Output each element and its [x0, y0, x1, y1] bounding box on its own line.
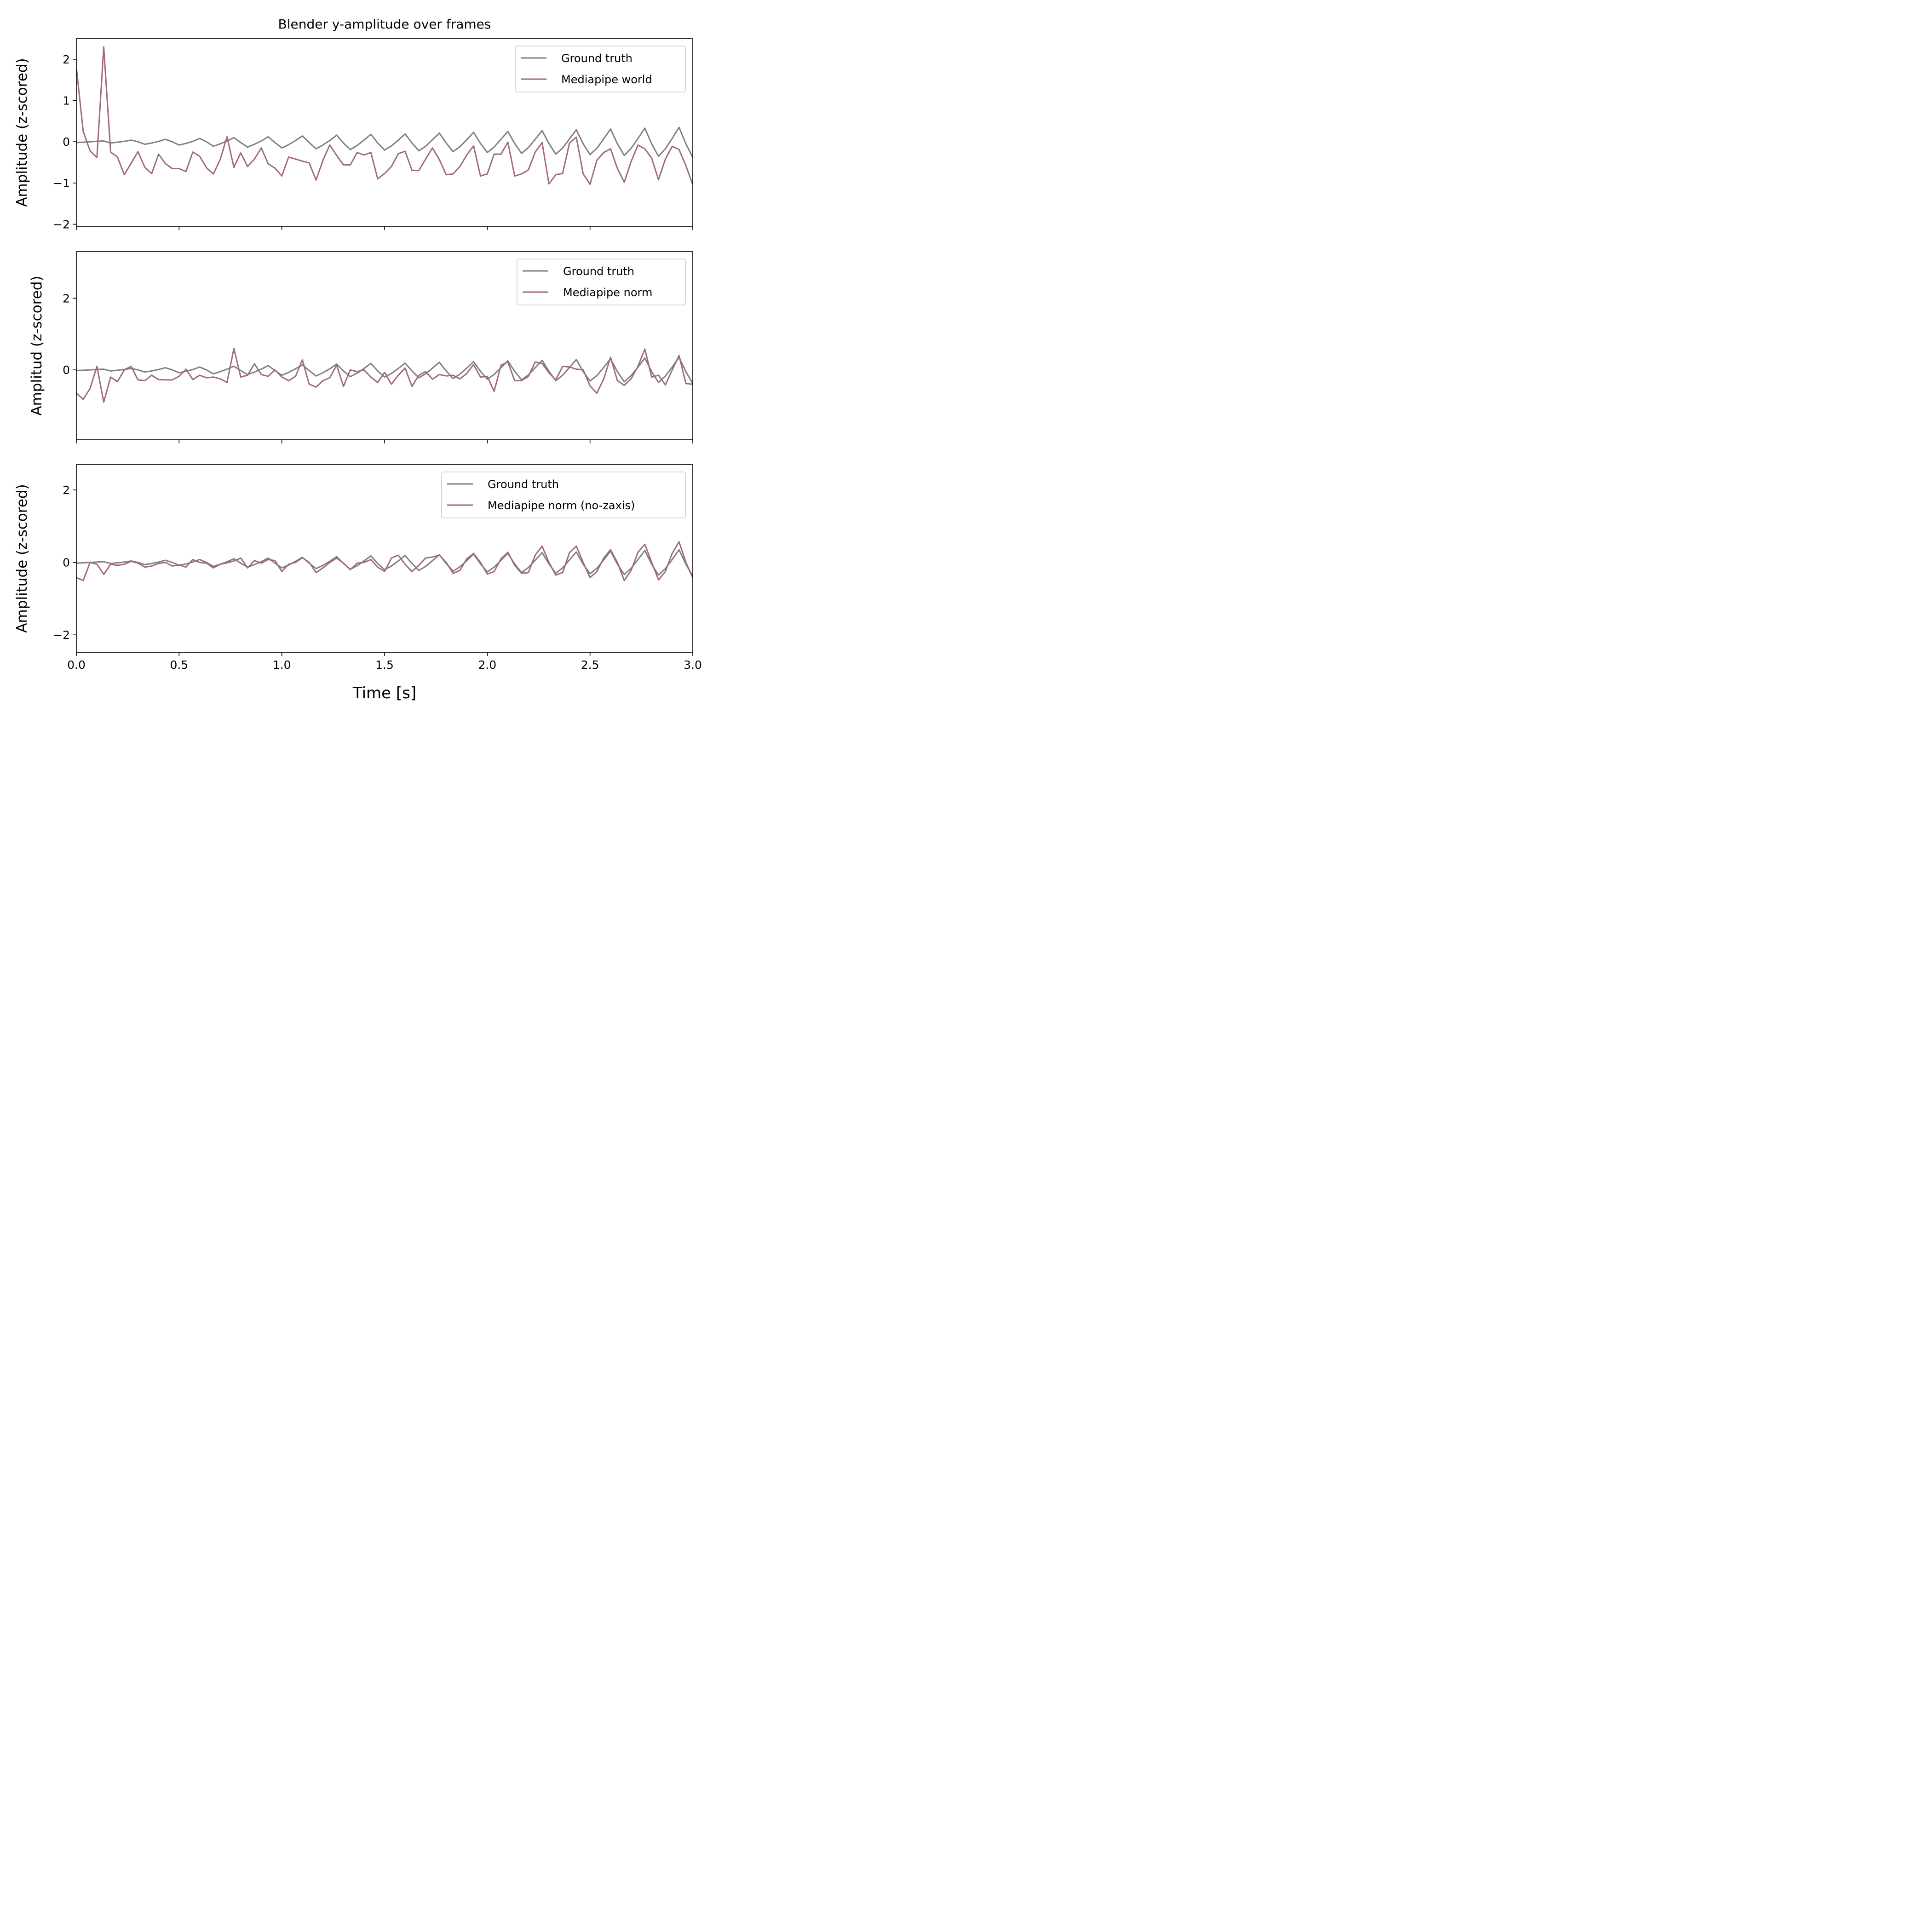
- series-line-mediapipe-world: [76, 46, 693, 185]
- legend-label: Mediapipe world: [561, 73, 652, 86]
- chart-title: Blender y-amplitude over frames: [278, 17, 491, 32]
- subplot-1: Blender y-amplitude over frames −2 −1 0 1 2 Am…: [14, 17, 693, 231]
- legend-label: Ground truth: [563, 265, 634, 278]
- legend-label: Ground truth: [488, 478, 559, 491]
- subplot-3: −2 0 2 0.0 0.5 1.0 1.5 2.0 2.5 3.0 Amplitude (z-sc…: [14, 464, 702, 702]
- series-line-ground-truth: [76, 356, 693, 384]
- x-tick-label: 3.0: [684, 658, 702, 672]
- x-tick-label: 0.5: [170, 658, 188, 672]
- y-tick-label: 2: [63, 483, 70, 497]
- series-group: [76, 541, 693, 581]
- y-tick-label: 1: [63, 94, 70, 108]
- y-tick-label: 0: [63, 363, 70, 377]
- series-group: [76, 46, 693, 185]
- x-tick-label: 0.0: [67, 658, 86, 672]
- legend: Ground truth Mediapipe norm (no-zaxis): [441, 472, 686, 518]
- series-line-ground-truth: [76, 126, 693, 158]
- legend: Ground truth Mediapipe norm: [517, 259, 686, 305]
- legend-box: [515, 46, 686, 92]
- legend-label: Mediapipe norm: [563, 286, 652, 299]
- series-line-mediapipe-norm: [76, 347, 693, 403]
- y-tick-label: −2: [53, 628, 70, 642]
- x-tick-label: 2.0: [478, 658, 496, 672]
- y-tick-label: −2: [53, 218, 70, 231]
- x-axis-label: Time [s]: [352, 684, 416, 702]
- x-tick-label: 1.5: [375, 658, 394, 672]
- series-line-ground-truth: [76, 549, 693, 577]
- y-tick-label: 0: [63, 556, 70, 569]
- y-tick-label: 2: [63, 53, 70, 66]
- x-tick-label: 2.5: [581, 658, 599, 672]
- legend-box: [441, 472, 686, 518]
- legend-label: Ground truth: [561, 52, 632, 65]
- legend-box: [517, 259, 686, 305]
- y-tick-label: 2: [63, 292, 70, 305]
- series-group: [76, 347, 693, 403]
- y-tick-label: 0: [63, 135, 70, 149]
- y-axis-label: Amplitude (z-scored): [14, 484, 30, 632]
- legend: Ground truth Mediapipe world: [515, 46, 686, 92]
- legend-label: Mediapipe norm (no-zaxis): [488, 499, 635, 512]
- x-tick-label: 1.0: [273, 658, 291, 672]
- y-axis-label: Amplitude (z-scored): [14, 58, 30, 207]
- y-axis-label: Amplitud (z-scored): [29, 276, 45, 415]
- figure: Blender y-amplitude over frames −2 −1 0 1 2 Am…: [14, 17, 702, 702]
- series-line-mediapipe-norm-no-zaxis: [76, 541, 693, 581]
- y-tick-label: −1: [53, 177, 70, 190]
- subplot-2: 0 2 Amplitud (z-scored) Ground truth Mediapi…: [29, 251, 693, 443]
